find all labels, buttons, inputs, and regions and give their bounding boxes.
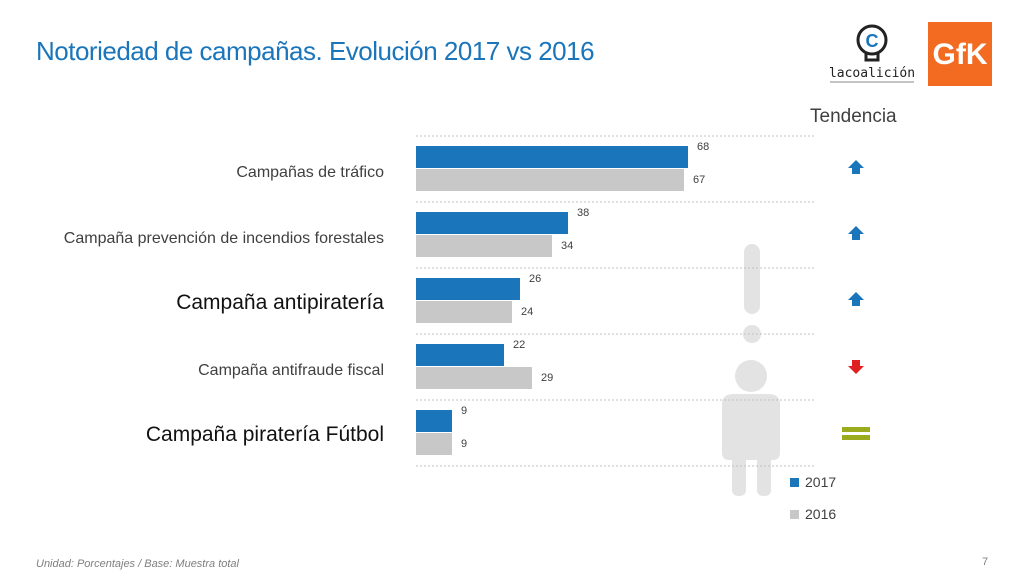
trend-down-arrow-icon (848, 360, 864, 374)
data-label: 26 (529, 273, 541, 285)
category-label: Campaña prevención de incendios forestal… (64, 230, 384, 247)
trend-up-arrow-icon (848, 160, 864, 174)
bar-2016 (416, 169, 684, 191)
trend-equal-icon (842, 427, 870, 432)
gfk-logo: GfK (928, 22, 992, 86)
bar-2016 (416, 433, 452, 455)
chart-legend: 2017 2016 (790, 470, 836, 534)
data-label: 67 (693, 174, 705, 186)
bar-2016 (416, 235, 552, 257)
category-label: Campañas de tráfico (236, 164, 384, 181)
bar-2017 (416, 278, 520, 300)
category-label: Campaña piratería Fútbol (146, 423, 384, 446)
bar-2017 (416, 146, 688, 168)
legend-swatch-2017 (790, 477, 799, 487)
la-coalicion-logo: C lacoalición (829, 24, 915, 83)
category-label: Campaña antipiratería (176, 291, 384, 314)
trend-equal-icon (842, 435, 870, 440)
data-label: 68 (697, 141, 709, 153)
data-label: 9 (461, 405, 467, 417)
data-label: 34 (561, 240, 573, 252)
data-label: 24 (521, 306, 533, 318)
data-label: 29 (541, 372, 553, 384)
svg-text:lacoalición: lacoalición (829, 66, 915, 81)
category-label: Campaña antifraude fiscal (198, 362, 384, 379)
svg-text:C: C (866, 31, 879, 51)
bar-2017 (416, 344, 504, 366)
page-number: 7 (982, 556, 989, 568)
bar-2017 (416, 212, 568, 234)
trend-up-arrow-icon (848, 226, 864, 240)
bar-2016 (416, 367, 532, 389)
svg-text:GfK: GfK (933, 38, 988, 71)
page-title: Notoriedad de campañas. Evolución 2017 v… (36, 36, 595, 66)
legend-swatch-2016 (790, 509, 799, 519)
data-label: 9 (461, 438, 467, 450)
exclamation-bar-icon (744, 244, 760, 314)
legend-item-2016: 2016 (790, 502, 836, 526)
tendencia-header: Tendencia (810, 106, 897, 127)
trend-up-arrow-icon (848, 292, 864, 306)
data-label: 38 (577, 207, 589, 219)
data-label: 22 (513, 339, 525, 351)
legend-item-2017: 2017 (790, 470, 836, 494)
bar-2017 (416, 410, 452, 432)
legend-label-2016: 2016 (805, 506, 837, 522)
person-head-icon (735, 360, 767, 392)
lightbulb-icon: C (856, 24, 888, 62)
person-body-icon (722, 394, 780, 496)
bar-2016 (416, 301, 512, 323)
legend-label-2017: 2017 (805, 474, 837, 490)
footer-note: Unidad: Porcentajes / Base: Muestra tota… (36, 558, 239, 570)
